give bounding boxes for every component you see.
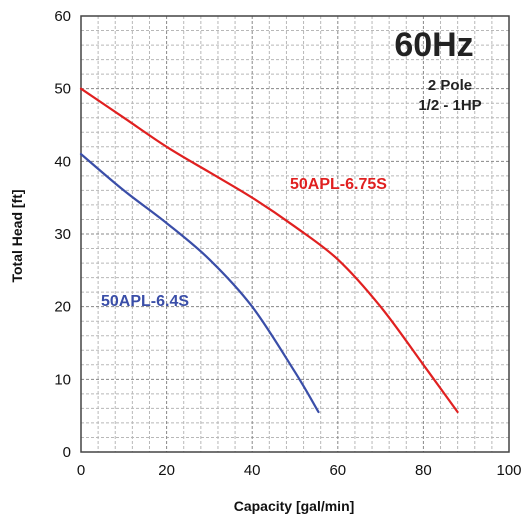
x-tick-label: 100: [496, 462, 521, 479]
frequency-annotation: 60Hz: [394, 26, 473, 64]
y-axis-ticks: 0 10 20 30 40 50 60: [54, 8, 71, 461]
y-tick-label: 0: [63, 444, 71, 461]
x-tick-label: 40: [244, 462, 261, 479]
x-tick-label: 80: [415, 462, 432, 479]
y-tick-label: 50: [54, 81, 71, 98]
y-axis-title: Total Head [ft]: [9, 189, 25, 282]
x-tick-label: 60: [329, 462, 346, 479]
y-tick-label: 60: [54, 8, 71, 25]
series-line-50apl-6-4s: [79, 153, 320, 414]
y-tick-label: 20: [54, 299, 71, 316]
series-label-50apl-6-75s: 50APL-6.75S: [290, 176, 387, 193]
y-tick-label: 10: [54, 371, 71, 388]
x-tick-label: 20: [158, 462, 175, 479]
plot-area-frame: [80, 15, 510, 453]
series-lines: [79, 87, 459, 414]
series-label-50apl-6-4s: 50APL-6.4S: [101, 293, 189, 310]
x-axis-title: Capacity [gal/min]: [234, 498, 355, 514]
power-annotation: 1/2 - 1HP: [418, 97, 481, 114]
series-line-50apl-6-75s: [79, 87, 459, 414]
x-axis-ticks: 0 20 40 60 80 100: [77, 462, 522, 479]
y-tick-label: 40: [54, 153, 71, 170]
pole-annotation: 2 Pole: [428, 77, 472, 94]
y-tick-label: 30: [54, 226, 71, 243]
x-tick-label: 0: [77, 462, 85, 479]
